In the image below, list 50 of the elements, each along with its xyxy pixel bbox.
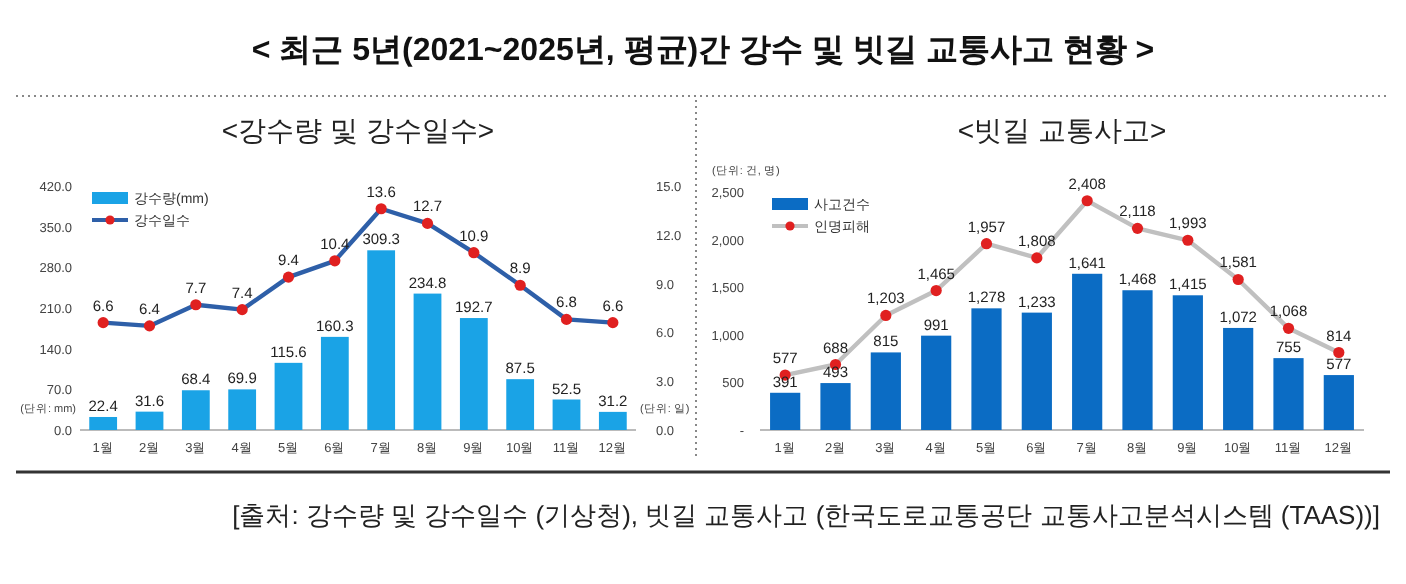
point [421, 217, 434, 230]
point [97, 317, 109, 329]
bar [89, 416, 118, 430]
bar [320, 336, 349, 430]
point [282, 271, 295, 283]
point [607, 317, 619, 329]
point [143, 320, 156, 332]
bar [820, 383, 851, 430]
bar [1323, 375, 1354, 430]
bar [921, 335, 952, 430]
bar [1072, 273, 1103, 430]
point [468, 247, 480, 259]
chart-title: <빗길 교통사고> [957, 114, 1167, 146]
point [1031, 252, 1043, 264]
point [329, 255, 341, 267]
bar [770, 392, 801, 430]
point [1131, 222, 1144, 234]
point [980, 238, 993, 250]
point [190, 299, 202, 311]
point [880, 309, 892, 322]
point [560, 313, 573, 325]
bar [181, 390, 210, 430]
bar [1223, 327, 1254, 430]
bar [971, 308, 1002, 430]
point [1333, 346, 1345, 359]
bar [228, 389, 257, 430]
bar [870, 352, 901, 430]
point [514, 279, 526, 291]
bar [367, 250, 396, 430]
bar [274, 362, 303, 430]
bar [1273, 358, 1304, 430]
bar [135, 411, 164, 430]
point [1232, 273, 1244, 286]
bar [598, 411, 627, 430]
bar [413, 293, 442, 430]
point [1182, 234, 1194, 246]
bar [506, 379, 535, 430]
text: [출처: 강수량 및 강수일수 (기상청), 빗길 교통사고 (한국도로교통공단 교통사고분석시스템 (TAAS))] [232, 500, 1380, 530]
chart-subtitle: <강수량 및 강수일수> [221, 114, 495, 146]
point [236, 304, 248, 316]
bar [1172, 295, 1203, 430]
bar [1122, 290, 1153, 430]
point [1282, 322, 1295, 334]
text: < 최근 5년(2021~2025년, 평균)간 강수 및 빗길 교통사고 현황 > [251, 34, 1155, 68]
point [375, 203, 387, 215]
point [1081, 195, 1093, 207]
bar [1021, 312, 1052, 430]
bar [459, 318, 488, 430]
bar [552, 399, 581, 430]
point [930, 284, 942, 297]
